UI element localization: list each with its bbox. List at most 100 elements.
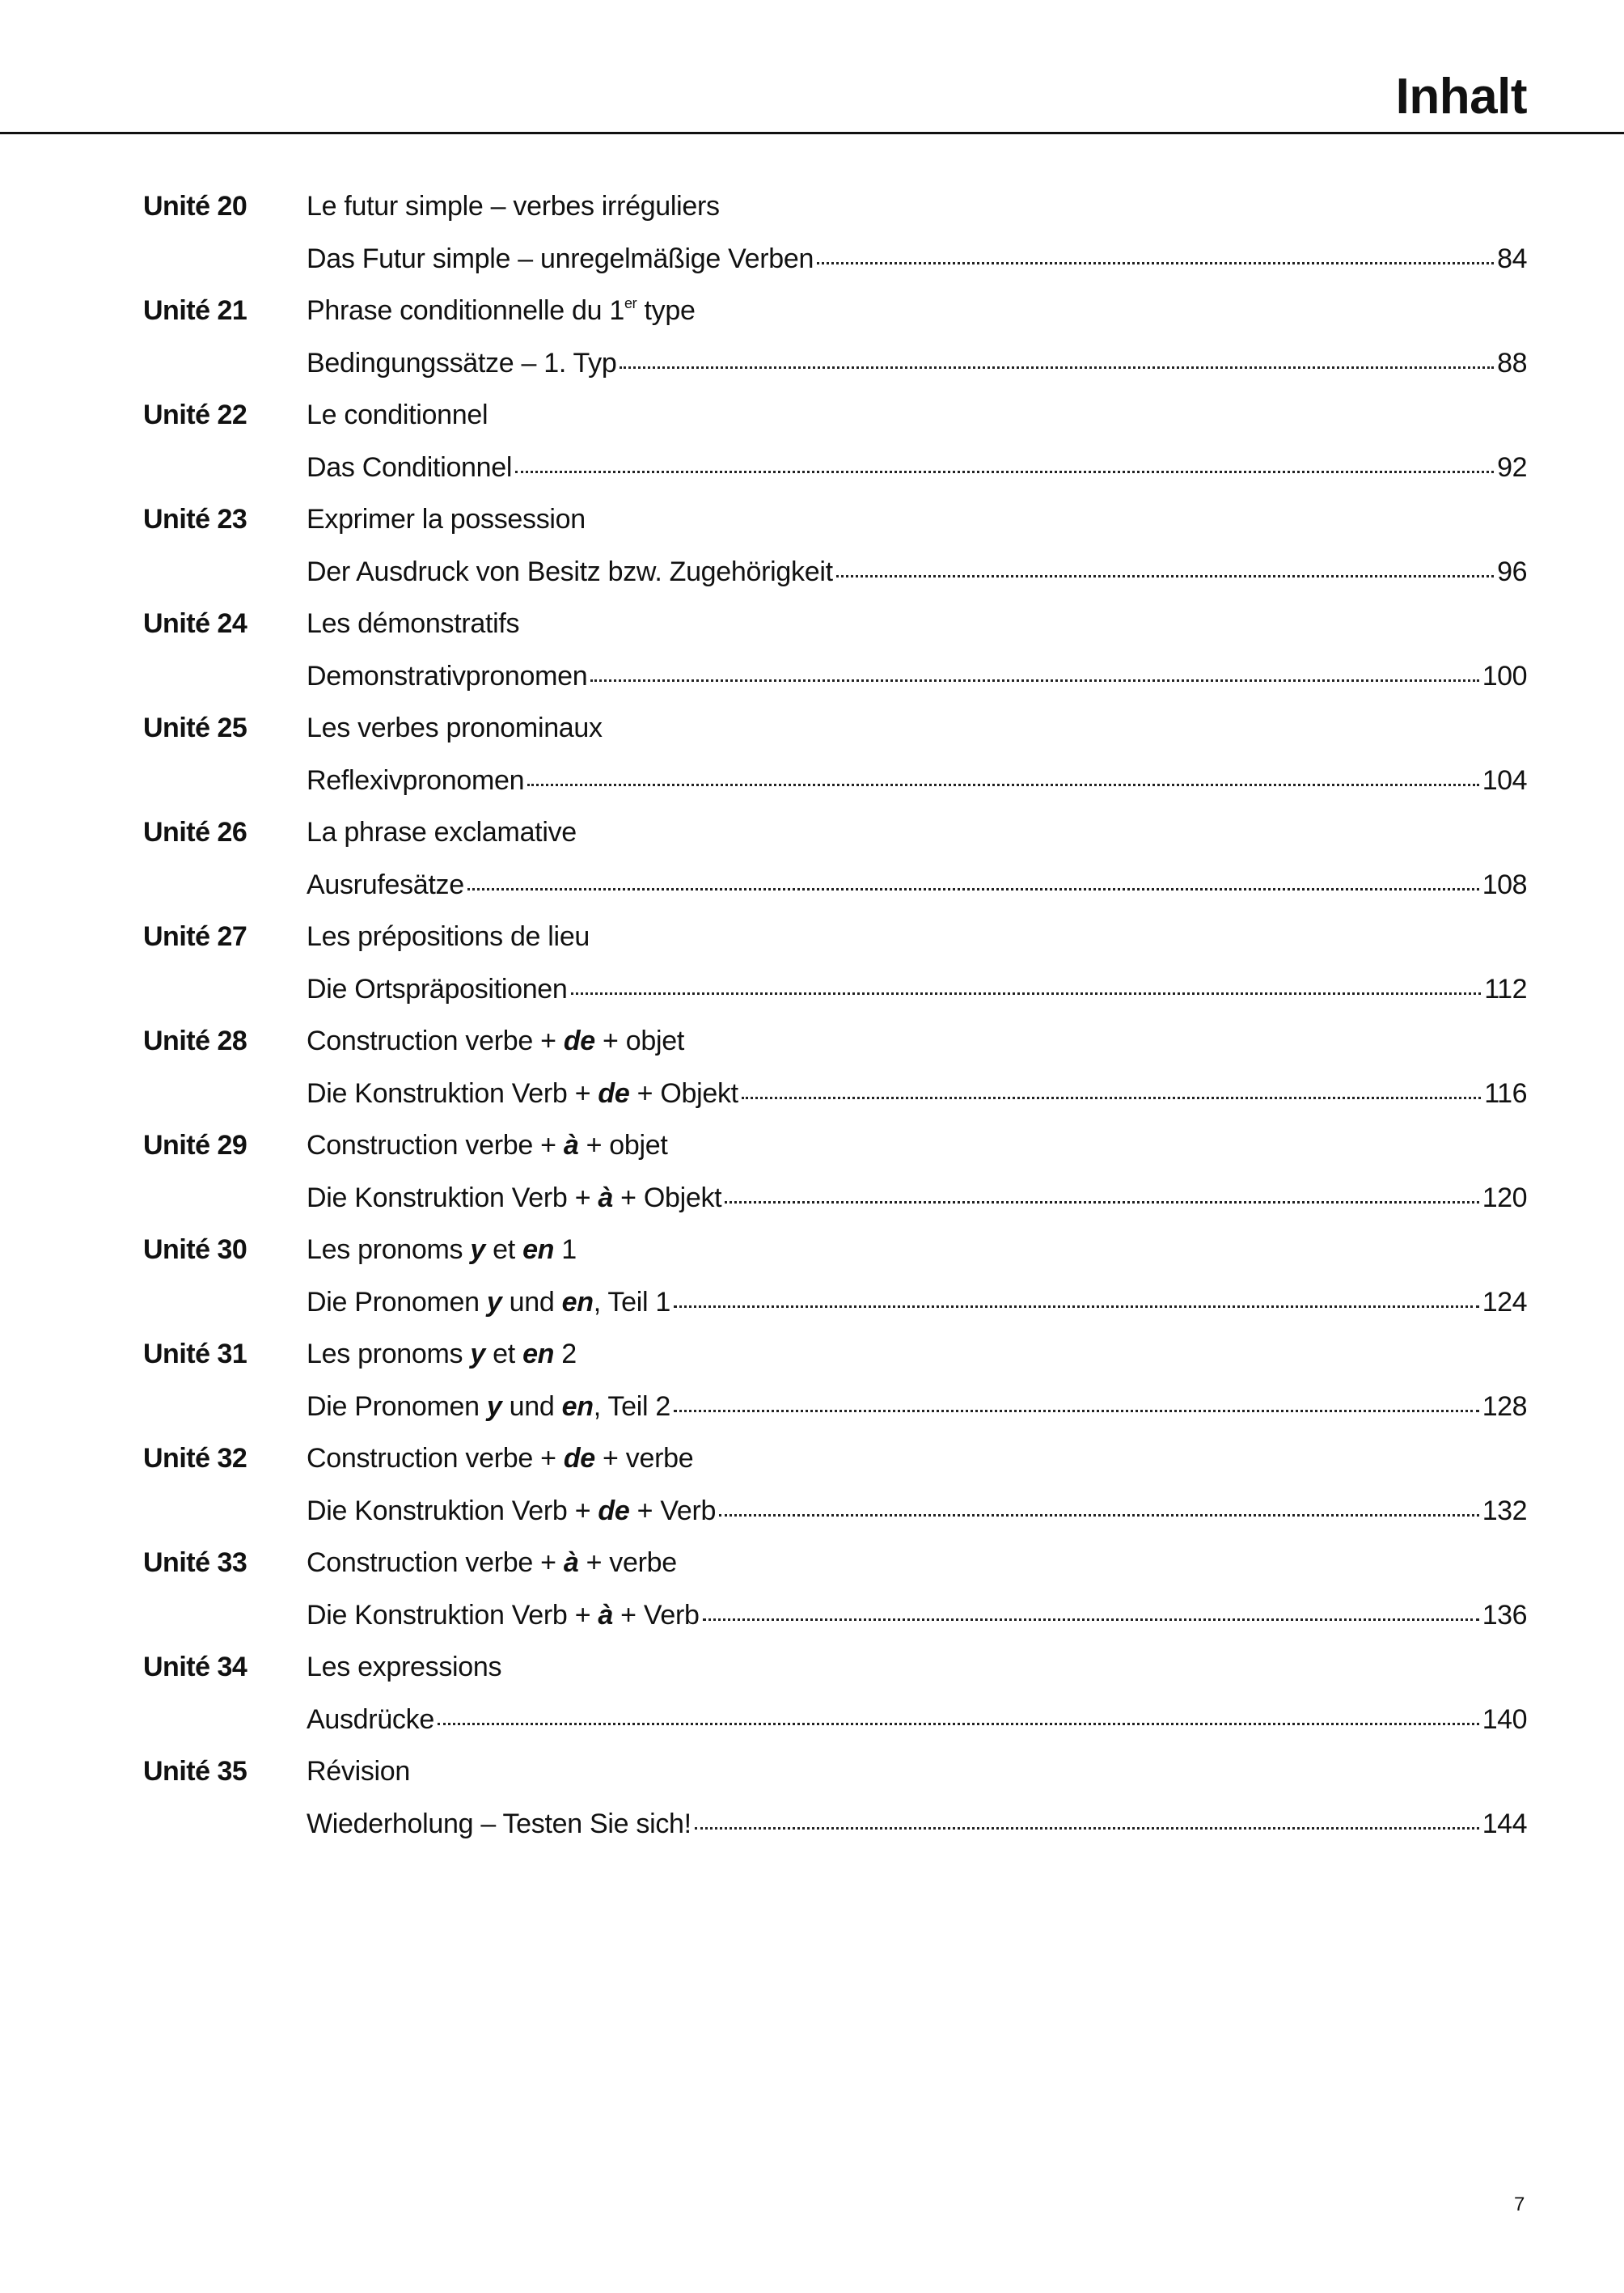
text-segment: Ausdrücke bbox=[307, 1703, 434, 1735]
text-segment: + Verb bbox=[613, 1599, 700, 1631]
french-title-text: Le conditionnel bbox=[307, 389, 488, 442]
emphasized-text: à bbox=[563, 1130, 579, 1161]
toc-entry-german[interactable]: Das Conditionnel 92 bbox=[0, 442, 1624, 494]
toc-entry-german[interactable]: Die Ortspräpositionen 112 bbox=[0, 963, 1624, 1016]
toc-entry-german[interactable]: Reflexivpronomen 104 bbox=[0, 755, 1624, 807]
toc-entry-french[interactable]: Unité 22 Le conditionnel bbox=[0, 389, 1624, 442]
french-title: Construction verbe + à + objet bbox=[307, 1119, 1527, 1172]
toc-entry-german[interactable]: Die Pronomen y und en, Teil 1 124 bbox=[0, 1276, 1624, 1329]
page-reference: 124 bbox=[1482, 1286, 1528, 1318]
toc-entry-german[interactable]: Der Ausdruck von Besitz bzw. Zugehörigke… bbox=[0, 546, 1624, 599]
french-title: Exprimer la possession bbox=[307, 493, 1527, 546]
emphasized-text: de bbox=[598, 1495, 630, 1526]
unit-label: Unité 25 bbox=[143, 713, 247, 743]
text-segment: + verbe bbox=[578, 1547, 678, 1578]
toc-entry-french[interactable]: Unité 20 Le futur simple – verbes irrégul… bbox=[0, 180, 1624, 233]
emphasized-text: de bbox=[563, 1443, 595, 1474]
toc-entry-french[interactable]: Unité 27 Les prépositions de lieu bbox=[0, 911, 1624, 963]
german-title-text: Die Konstruktion Verb + à + Objekt bbox=[307, 1172, 722, 1225]
german-title: Die Pronomen y und en, Teil 2 128 bbox=[307, 1381, 1528, 1433]
french-title: Phrase conditionnelle du 1er type bbox=[307, 285, 1527, 337]
german-title-text: Die Pronomen y und en, Teil 2 bbox=[307, 1381, 670, 1433]
toc-entry-german[interactable]: Die Konstruktion Verb + de + Objekt 116 bbox=[0, 1068, 1624, 1120]
german-title: Das Futur simple – unregelmäßige Verben 8… bbox=[307, 233, 1527, 286]
toc-entry-german[interactable]: Die Konstruktion Verb + de + Verb 132 bbox=[0, 1485, 1624, 1538]
toc-entry-german[interactable]: Bedingungssätze – 1. Typ 88 bbox=[0, 337, 1624, 390]
french-title: Les expressions bbox=[307, 1641, 1527, 1694]
toc-entry-german[interactable]: Ausdrücke 140 bbox=[0, 1694, 1624, 1746]
german-title-text: Die Pronomen y und en, Teil 1 bbox=[307, 1276, 670, 1329]
toc-entry-french[interactable]: Unité 29 Construction verbe + à + objet bbox=[0, 1119, 1624, 1172]
french-title-text: Exprimer la possession bbox=[307, 493, 586, 546]
text-segment: Les pronoms bbox=[307, 1339, 471, 1369]
french-title-text: Les pronoms y et en 2 bbox=[307, 1328, 577, 1381]
page-reference: 144 bbox=[1482, 1808, 1528, 1839]
french-title-text: Les prépositions de lieu bbox=[307, 911, 590, 963]
german-title: Die Konstruktion Verb + de + Verb 132 bbox=[307, 1485, 1528, 1538]
unit-label: Unité 22 bbox=[143, 400, 247, 430]
german-title-text: Ausdrücke bbox=[307, 1694, 434, 1746]
dot-leader bbox=[527, 783, 1479, 786]
toc-entry-german[interactable]: Demonstrativpronomen 100 bbox=[0, 650, 1624, 703]
toc-entry-german[interactable]: Ausrufesätze 108 bbox=[0, 859, 1624, 912]
german-title: Demonstrativpronomen 100 bbox=[307, 650, 1528, 703]
toc-entry-french[interactable]: Unité 33 Construction verbe + à + verbe bbox=[0, 1537, 1624, 1589]
dot-leader bbox=[467, 887, 1479, 891]
dot-leader bbox=[590, 679, 1479, 682]
toc-entry-french[interactable]: Unité 34 Les expressions bbox=[0, 1641, 1624, 1694]
unit-label: Unité 35 bbox=[143, 1756, 247, 1787]
text-segment: Le conditionnel bbox=[307, 400, 488, 430]
emphasized-text: de bbox=[563, 1026, 595, 1056]
emphasized-text: à bbox=[563, 1547, 579, 1578]
toc-entry-german[interactable]: Wiederholung – Testen Sie sich! 144 bbox=[0, 1798, 1624, 1851]
toc-entry-french[interactable]: Unité 25 Les verbes pronominaux bbox=[0, 702, 1624, 755]
french-title-text: Les expressions bbox=[307, 1641, 501, 1694]
toc-entry-french[interactable]: Unité 30 Les pronoms y et en 1 bbox=[0, 1224, 1624, 1276]
toc-entry-german[interactable]: Die Konstruktion Verb + à + Verb 136 bbox=[0, 1589, 1624, 1642]
toc-entry-german[interactable]: Das Futur simple – unregelmäßige Verben 8… bbox=[0, 233, 1624, 286]
text-segment: Les verbes pronominaux bbox=[307, 713, 603, 743]
text-segment: + Objekt bbox=[613, 1182, 722, 1213]
text-segment: Demonstrativpronomen bbox=[307, 660, 588, 692]
page-reference: 116 bbox=[1484, 1077, 1527, 1109]
german-title-text: Der Ausdruck von Besitz bzw. Zugehörigke… bbox=[307, 546, 833, 599]
toc-entry-french[interactable]: Unité 21 Phrase conditionnelle du 1er typ… bbox=[0, 285, 1624, 337]
toc-entry-french[interactable]: Unité 32 Construction verbe + de + verbe bbox=[0, 1432, 1624, 1485]
french-title: Construction verbe + de + verbe bbox=[307, 1432, 1527, 1485]
french-title: Le conditionnel bbox=[307, 389, 1527, 442]
toc-entry-french[interactable]: Unité 28 Construction verbe + de + objet bbox=[0, 1015, 1624, 1068]
toc-entry-french[interactable]: Unité 24 Les démonstratifs bbox=[0, 598, 1624, 650]
emphasized-text: y bbox=[486, 1286, 502, 1318]
french-title-text: Les verbes pronominaux bbox=[307, 702, 603, 755]
page-reference: 96 bbox=[1497, 556, 1527, 587]
french-title-text: Construction verbe + à + objet bbox=[307, 1119, 668, 1172]
text-segment: + objet bbox=[578, 1130, 668, 1161]
dot-leader bbox=[515, 470, 1495, 473]
text-segment: + Objekt bbox=[629, 1077, 738, 1109]
text-segment: Construction verbe + bbox=[307, 1443, 564, 1474]
german-title: Ausrufesätze 108 bbox=[307, 859, 1528, 912]
superscript-text: er bbox=[624, 295, 637, 311]
dot-leader bbox=[741, 1096, 1482, 1099]
text-segment: Die Pronomen bbox=[307, 1286, 487, 1318]
toc-entry-french[interactable]: Unité 23 Exprimer la possession bbox=[0, 493, 1624, 546]
text-segment: Die Konstruktion Verb + bbox=[307, 1599, 598, 1631]
dot-leader bbox=[673, 1305, 1479, 1308]
emphasized-text: en bbox=[561, 1390, 594, 1422]
page-reference: 100 bbox=[1482, 660, 1528, 692]
text-segment: + Verb bbox=[629, 1495, 717, 1526]
page-reference: 108 bbox=[1482, 869, 1528, 900]
toc-entry-german[interactable]: Die Pronomen y und en, Teil 2 128 bbox=[0, 1381, 1624, 1433]
page-number: 7 bbox=[1514, 2194, 1525, 2215]
german-title: Die Konstruktion Verb + à + Objekt 120 bbox=[307, 1172, 1528, 1225]
toc-entry-french[interactable]: Unité 26 La phrase exclamative bbox=[0, 806, 1624, 859]
text-segment: Bedingungssätze – 1. Typ bbox=[307, 347, 617, 379]
toc-entry-german[interactable]: Die Konstruktion Verb + à + Objekt 120 bbox=[0, 1172, 1624, 1225]
dot-leader bbox=[694, 1826, 1479, 1830]
french-title: Les pronoms y et en 2 bbox=[307, 1328, 1527, 1381]
toc-entry-french[interactable]: Unité 35 Révision bbox=[0, 1745, 1624, 1798]
german-title: Bedingungssätze – 1. Typ 88 bbox=[307, 337, 1527, 390]
toc-entry-french[interactable]: Unité 31 Les pronoms y et en 2 bbox=[0, 1328, 1624, 1381]
emphasized-text: en bbox=[522, 1339, 555, 1369]
german-title: Reflexivpronomen 104 bbox=[307, 755, 1528, 807]
